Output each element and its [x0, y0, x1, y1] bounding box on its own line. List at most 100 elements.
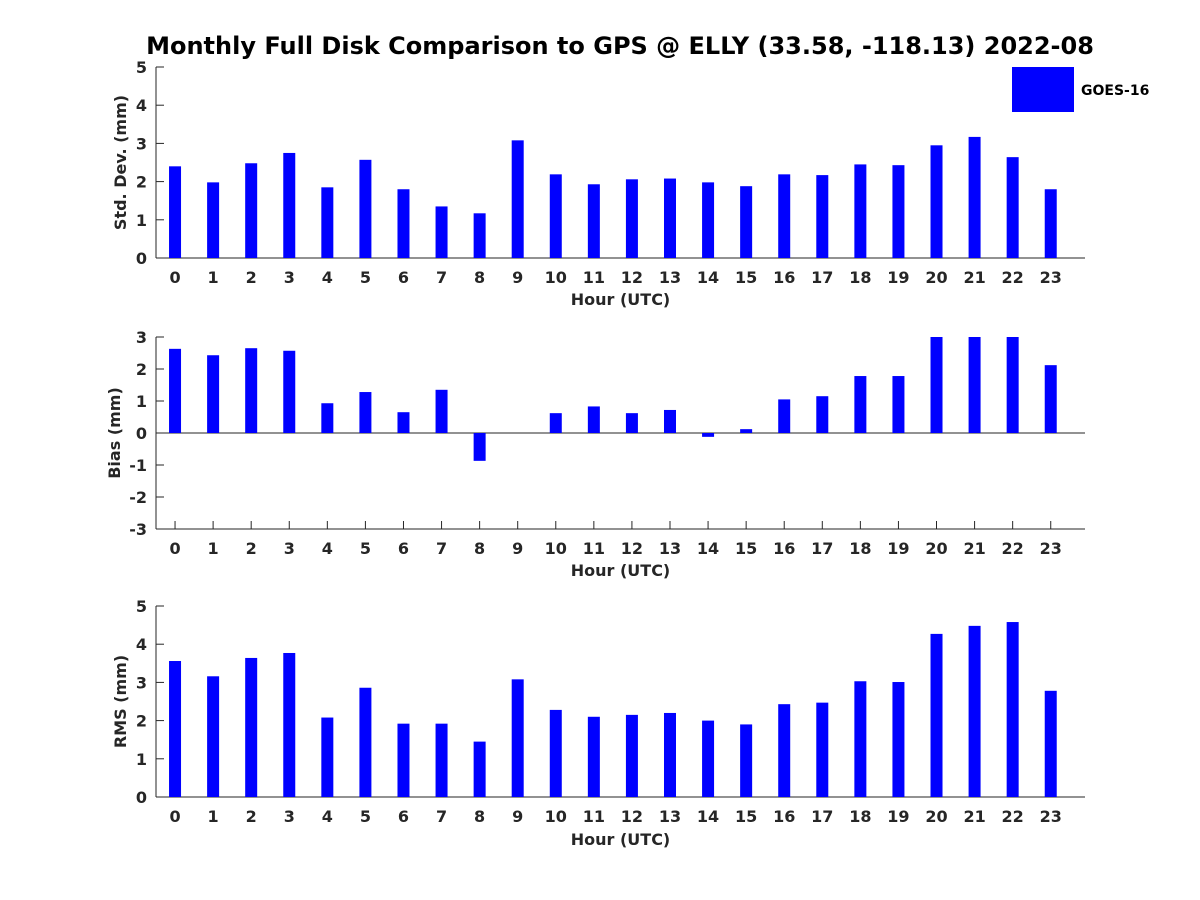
- bias-y-tick-label: -1: [129, 456, 147, 475]
- bias-x-tick-label: 15: [735, 539, 757, 558]
- bias-bar-hour-8: [473, 433, 486, 461]
- rms-bar-hour-10: [549, 709, 562, 797]
- bias-bar-hour-19: [892, 376, 905, 433]
- std-dev-x-tick-label: 14: [697, 268, 719, 287]
- std-dev-x-tick-label: 11: [583, 268, 605, 287]
- bias-bar-hour-17: [816, 396, 829, 433]
- std-dev-x-tick-label: 15: [735, 268, 757, 287]
- bias-x-tick-label: 12: [621, 539, 643, 558]
- bias-x-tick-label: 11: [583, 539, 605, 558]
- std-dev-y-tick-label: 2: [136, 173, 147, 192]
- bias-y-tick-label: 1: [136, 392, 147, 411]
- bias-x-tick-label: 17: [811, 539, 833, 558]
- rms-bar-hour-3: [283, 652, 296, 797]
- rms-y-tick-label: 5: [136, 597, 147, 616]
- bias-x-tick-label: 20: [925, 539, 947, 558]
- std-dev-bar-hour-0: [169, 166, 182, 258]
- std-dev-x-tick-label: 9: [512, 268, 523, 287]
- std-dev-bar-hour-10: [549, 174, 562, 258]
- rms-bar-hour-4: [321, 717, 334, 797]
- std-dev-bar-hour-2: [245, 163, 258, 258]
- bias-bar-hour-13: [663, 409, 676, 433]
- bias-bar-hour-18: [854, 376, 867, 433]
- rms-x-tick-label: 4: [322, 807, 333, 826]
- bias-bar-hour-11: [587, 406, 600, 433]
- rms-x-tick-label: 12: [621, 807, 643, 826]
- rms-x-tick-label: 3: [284, 807, 295, 826]
- bias-bar-hour-0: [169, 348, 182, 433]
- std-dev-x-tick-label: 19: [887, 268, 909, 287]
- bias-bar-hour-10: [549, 413, 562, 433]
- bias-bar-hour-14: [702, 433, 715, 437]
- bias-y-tick-label: 0: [136, 424, 147, 443]
- bias-y-tick-label: 3: [136, 328, 147, 347]
- rms-bar-hour-8: [473, 741, 486, 797]
- rms-y-tick-label: 3: [136, 673, 147, 692]
- rms-y-tick-label: 1: [136, 750, 147, 769]
- std-dev-x-tick-label: 4: [322, 268, 333, 287]
- std-dev-x-tick-label: 22: [1002, 268, 1024, 287]
- rms-bar-hour-11: [587, 716, 600, 797]
- std-dev-bar-hour-7: [435, 206, 448, 258]
- legend-swatch: [1012, 67, 1074, 112]
- std-dev-x-tick-label: 20: [925, 268, 947, 287]
- rms-x-tick-label: 15: [735, 807, 757, 826]
- bias-x-tick-label: 0: [169, 539, 180, 558]
- std-dev-bar-hour-5: [359, 159, 372, 258]
- std-dev-bar-hour-16: [778, 174, 791, 258]
- rms-bar-hour-19: [892, 682, 905, 797]
- std-dev-y-axis-label: Std. Dev. (mm): [111, 95, 130, 230]
- std-dev-y-tick-label: 1: [136, 211, 147, 230]
- rms-x-tick-label: 14: [697, 807, 719, 826]
- bias-x-tick-label: 21: [963, 539, 985, 558]
- std-dev-x-tick-label: 18: [849, 268, 871, 287]
- std-dev-x-tick-label: 6: [398, 268, 409, 287]
- bias-x-tick-label: 4: [322, 539, 333, 558]
- bias-x-tick-label: 7: [436, 539, 447, 558]
- bias-y-axis-label: Bias (mm): [105, 387, 124, 479]
- rms-y-tick-label: 0: [136, 788, 147, 807]
- bias-bar-hour-5: [359, 392, 372, 433]
- std-dev-x-tick-label: 21: [963, 268, 985, 287]
- rms-x-tick-label: 19: [887, 807, 909, 826]
- std-dev-bar-hour-11: [587, 184, 600, 258]
- bias-x-tick-label: 23: [1040, 539, 1062, 558]
- legend: GOES-16: [1012, 67, 1149, 112]
- std-dev-x-tick-label: 12: [621, 268, 643, 287]
- std-dev-y-tick-label: 4: [136, 96, 147, 115]
- rms-x-tick-label: 6: [398, 807, 409, 826]
- std-dev-bar-hour-14: [702, 182, 715, 258]
- bias-bar-hour-2: [245, 348, 258, 433]
- figure-title: Monthly Full Disk Comparison to GPS @ EL…: [146, 32, 1094, 60]
- rms-bar-hour-6: [397, 723, 410, 797]
- rms-x-tick-label: 22: [1002, 807, 1024, 826]
- bias-bar-hour-21: [968, 337, 981, 433]
- rms-x-tick-label: 5: [360, 807, 371, 826]
- bias-x-tick-label: 5: [360, 539, 371, 558]
- bias-x-tick-label: 1: [208, 539, 219, 558]
- std-dev-bar-hour-6: [397, 189, 410, 258]
- rms-x-tick-label: 2: [246, 807, 257, 826]
- std-dev-bar-hour-13: [663, 178, 676, 258]
- rms-bar-hour-1: [207, 676, 220, 797]
- bias-bar-hour-6: [397, 412, 410, 433]
- std-dev-x-tick-label: 3: [284, 268, 295, 287]
- bias-x-tick-label: 10: [545, 539, 567, 558]
- bias-bar-hour-23: [1044, 365, 1057, 433]
- std-dev-bar-hour-1: [207, 182, 220, 258]
- rms-bar-hour-5: [359, 687, 372, 797]
- rms-x-tick-label: 20: [925, 807, 947, 826]
- std-dev-bar-hour-17: [816, 175, 829, 258]
- std-dev-y-tick-label: 3: [136, 134, 147, 153]
- rms-x-axis-label: Hour (UTC): [571, 830, 671, 849]
- bias-bar-hour-20: [930, 337, 943, 433]
- bias-y-tick-label: -2: [129, 488, 147, 507]
- std-dev-bar-hour-19: [892, 165, 905, 258]
- bias-x-tick-label: 22: [1002, 539, 1024, 558]
- bias-x-tick-label: 14: [697, 539, 719, 558]
- std-dev-y-tick-label: 0: [136, 249, 147, 268]
- std-dev-bar-hour-4: [321, 187, 334, 258]
- bias-y-tick-label: 2: [136, 360, 147, 379]
